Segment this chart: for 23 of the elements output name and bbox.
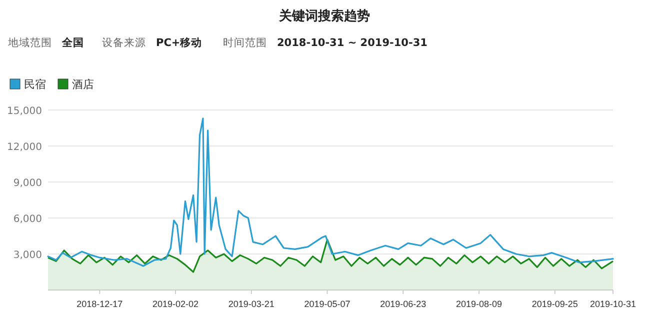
text: 时间范围 [223,36,267,49]
y-tick-label: 9,000 [13,178,42,189]
chart-title: 关键词搜索趋势 [278,8,370,24]
text: 地域范围 [7,36,52,49]
y-tick-label: 15,000 [7,106,42,117]
y-tick-label: 12,000 [7,142,42,153]
text: 全国 [61,36,84,49]
x-tick-label: 2018-12-17 [76,299,123,309]
x-tick-label: 2019-09-25 [532,299,578,309]
legend-label: 酒店 [72,78,94,91]
x-tick-label: 2019-05-07 [304,299,350,309]
x-tick-label: 2019-02-02 [152,299,199,309]
x-tick-label: 2019-08-09 [456,299,502,309]
legend-label: 民宿 [24,78,46,91]
x-tick-label: 2019-03-21 [228,299,274,309]
line-series [47,118,614,267]
x-tick-label: 2019-06-23 [380,299,426,309]
text: PC+移动 [156,36,202,49]
y-tick-label: 6,000 [13,214,42,225]
text: 2018-10-31 ~ 2019-10-31 [277,37,428,49]
y-tick-label: 3,000 [13,250,42,261]
x-tick-label: 2019-10-31 [590,299,636,309]
text: 设备来源 [102,36,146,49]
